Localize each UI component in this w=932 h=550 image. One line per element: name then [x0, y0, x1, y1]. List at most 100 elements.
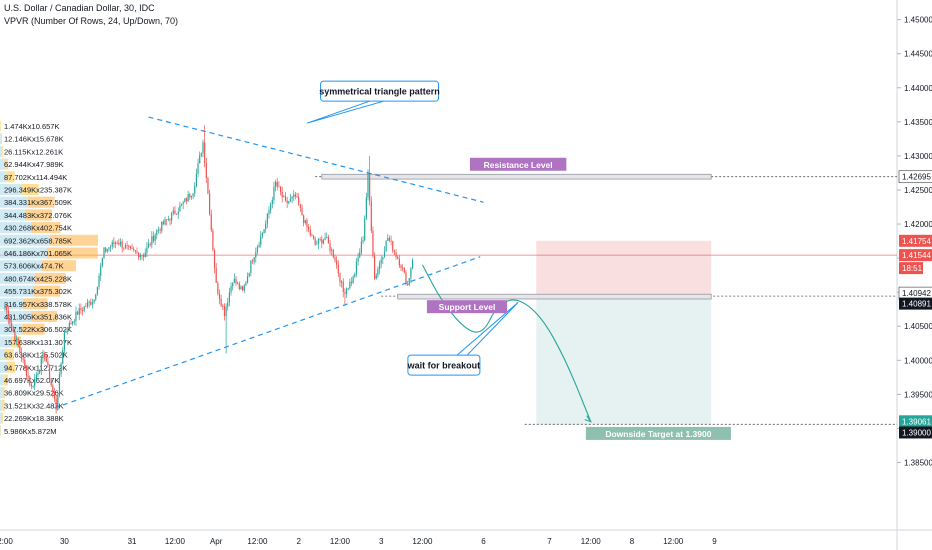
- projected-path: [421, 264, 592, 422]
- candle-body: [146, 247, 148, 253]
- candle-body: [256, 246, 259, 253]
- time-tick-label: 31: [128, 537, 137, 546]
- candle-body: [138, 252, 140, 258]
- candle-body: [55, 398, 57, 410]
- candle-body: [24, 359, 26, 366]
- volume-bar-up: [0, 196, 28, 208]
- candle-body: [255, 252, 257, 258]
- tag-text: Support Level: [439, 302, 496, 312]
- candle-body: [167, 219, 169, 220]
- volume-row-label: 573.606Kx474.7K: [4, 262, 64, 271]
- time-tick-label: 7: [547, 537, 552, 546]
- volume-bar-up: [0, 387, 3, 399]
- volume-bar-up: [0, 298, 23, 310]
- candle-body: [50, 379, 52, 386]
- volume-bar-down: [31, 311, 57, 322]
- time-tick-label: 30: [60, 537, 69, 546]
- price-tick-label: 1.45000: [904, 16, 932, 25]
- candle-body: [103, 247, 105, 259]
- symbol-title[interactable]: U.S. Dollar / Canadian Dollar, 30, IDC: [4, 3, 155, 13]
- candle-body: [312, 235, 315, 239]
- candle-body: [289, 198, 292, 202]
- volume-bar-up: [0, 234, 51, 246]
- candle-body: [316, 243, 318, 245]
- volume-bar-down: [4, 158, 9, 170]
- candle-body: [213, 250, 216, 269]
- candle-body: [397, 256, 399, 260]
- price-label-entry: 1.40891: [902, 300, 931, 309]
- candles: [4, 125, 414, 414]
- candle-body: [159, 229, 161, 231]
- volume-bar-up: [0, 349, 5, 361]
- candle-body: [332, 249, 334, 258]
- price-label-support: 1.40942: [902, 289, 931, 298]
- candle-body: [275, 181, 277, 187]
- candle-body: [347, 287, 349, 289]
- time-tick-label: 12:00: [663, 537, 684, 546]
- candle-body: [123, 247, 125, 249]
- candle-body: [190, 196, 193, 198]
- candle-body: [217, 282, 219, 294]
- candle-body: [303, 215, 305, 223]
- volume-row-label: 94.778Kx112.712K: [4, 363, 67, 372]
- price-labels: 1.42695 1.41754 1.41544 18:51 1.40942 1.40891…: [898, 170, 932, 439]
- time-tick-label: 12:00: [247, 537, 268, 546]
- candle-body: [14, 331, 16, 340]
- volume-row-label: 296.349Kx235.387K: [4, 186, 72, 195]
- candle-body: [162, 221, 164, 225]
- candle-body: [7, 310, 9, 320]
- support-box: [397, 293, 712, 300]
- volume-bar-down: [0, 120, 1, 132]
- trendline-upper: [148, 116, 484, 203]
- candle-body: [185, 198, 188, 202]
- candle-body: [118, 243, 120, 245]
- candle-body: [19, 345, 21, 353]
- price-tick-label: 1.40000: [904, 356, 932, 365]
- price-tick-label: 1.39500: [904, 390, 932, 399]
- volume-bar-down: [0, 133, 3, 145]
- candle-body: [141, 255, 143, 257]
- candle-body: [195, 173, 197, 186]
- candle-body: [326, 237, 328, 238]
- candle-body: [86, 302, 89, 307]
- volume-bar-up: [0, 374, 4, 386]
- volume-row-label: 63.638Kx125.502K: [4, 351, 68, 360]
- candle-body: [81, 310, 84, 311]
- volume-bar-up: [0, 323, 23, 335]
- candle-body: [329, 243, 331, 251]
- candle-body: [205, 162, 207, 179]
- candle-body: [238, 283, 240, 289]
- candle-body: [233, 278, 235, 283]
- candle-body: [337, 264, 339, 274]
- candle-body: [143, 255, 145, 258]
- time-tick-label: 3: [379, 537, 384, 546]
- candle-body: [365, 197, 367, 219]
- volume-bar-down: [50, 234, 98, 246]
- volume-bar-up: [0, 133, 1, 145]
- candle-body: [209, 193, 211, 214]
- volume-row-label: 62.944Kx47.989K: [4, 160, 64, 169]
- candle-body: [37, 373, 39, 375]
- candle-body: [408, 278, 410, 286]
- candle-body: [121, 241, 123, 248]
- candle-body: [210, 213, 212, 231]
- candle-body: [283, 196, 285, 198]
- candle-body: [294, 194, 296, 197]
- candle-body: [400, 265, 402, 268]
- candle-body: [200, 153, 202, 156]
- candle-body: [372, 230, 374, 256]
- candle-body: [98, 275, 100, 287]
- candle-body: [83, 306, 85, 311]
- candle-body: [15, 338, 18, 340]
- candle-body: [383, 251, 386, 257]
- candle-body: [245, 282, 247, 286]
- candle-body: [100, 265, 102, 276]
- indicator-legend[interactable]: VPVR (Number Of Rows, 24, Up/Down, 70): [4, 16, 179, 26]
- volume-row-label: 36.809Kx29.526K: [4, 389, 64, 398]
- candle-body: [268, 210, 270, 214]
- candle-body: [65, 331, 67, 333]
- candle-body: [218, 293, 221, 300]
- candle-body: [47, 361, 49, 366]
- price-label-bg: [899, 234, 932, 247]
